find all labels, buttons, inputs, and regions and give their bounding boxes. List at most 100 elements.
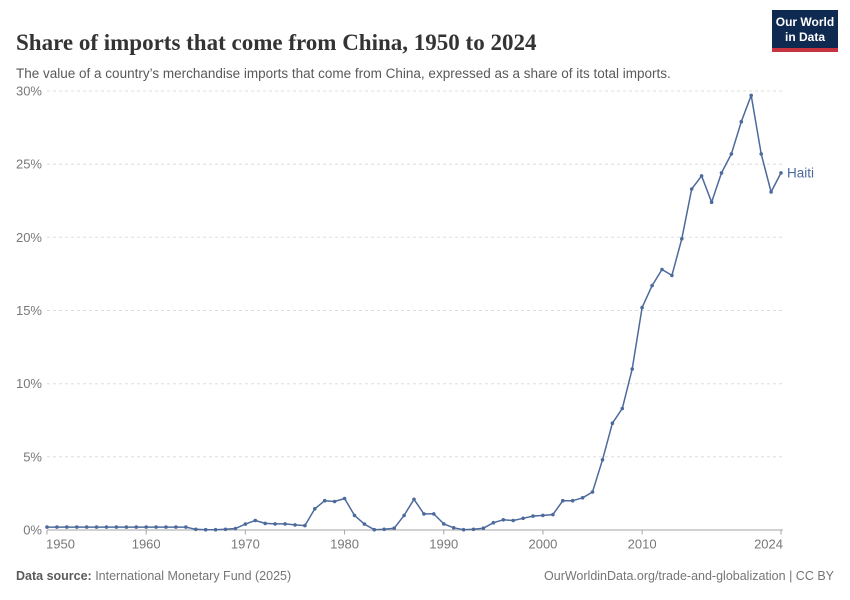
data-source-value: International Monetary Fund (2025) [91, 569, 292, 583]
data-point [134, 525, 139, 529]
data-point [580, 496, 585, 500]
x-tick-label: 1980 [330, 537, 359, 552]
x-axis: 1950 1960 1970 1980 1990 2000 2010 2024 [46, 529, 783, 552]
data-point [303, 523, 307, 528]
data-point [352, 513, 357, 518]
y-tick-label: 10% [16, 376, 42, 391]
data-point [600, 458, 605, 462]
data-point [561, 498, 565, 503]
x-tick-label: 2010 [628, 537, 657, 552]
owid-logo-line2: in Data [784, 29, 825, 44]
series-haiti: Haiti [45, 93, 814, 532]
data-point [362, 522, 367, 526]
data-point [541, 513, 545, 518]
data-point [432, 512, 436, 516]
data-point [243, 522, 248, 526]
data-point [680, 237, 684, 241]
data-point [273, 522, 277, 526]
data-point [442, 522, 446, 526]
data-point [610, 421, 615, 426]
data-point [402, 513, 406, 518]
attribution-separator: | [785, 569, 796, 583]
data-point [332, 499, 337, 504]
data-point [491, 520, 496, 525]
data-point [263, 521, 268, 526]
data-point [689, 187, 694, 191]
y-tick-label: 0% [23, 523, 42, 538]
data-point [709, 200, 714, 204]
data-point [313, 507, 317, 511]
data-point [144, 525, 148, 529]
data-point [620, 406, 625, 411]
data-point [184, 525, 188, 529]
page-title: Share of imports that come from China, 1… [16, 30, 537, 56]
data-source: Data source: International Monetary Fund… [16, 569, 291, 583]
x-tick-label: 1960 [132, 537, 161, 552]
data-point [84, 525, 89, 529]
x-tick-label: 1970 [231, 537, 260, 552]
data-point [342, 496, 347, 501]
data-point [233, 526, 238, 531]
data-point [531, 514, 535, 518]
y-tick-label: 15% [16, 303, 42, 318]
data-point [779, 171, 783, 175]
data-point [154, 525, 158, 529]
data-line [46, 94, 782, 531]
data-point [521, 516, 525, 521]
data-point [451, 526, 456, 530]
gridlines [47, 90, 782, 458]
data-point [660, 267, 664, 272]
owid-logo[interactable]: Our World in Data [772, 10, 838, 52]
data-point [551, 512, 555, 517]
attribution: OurWorldinData.org/trade-and-globalizati… [544, 569, 834, 583]
data-point [481, 526, 486, 530]
x-tick-label: 1950 [46, 537, 75, 552]
data-point [114, 525, 119, 529]
y-tick-label: 30% [16, 84, 42, 99]
data-point [570, 498, 575, 503]
data-source-label: Data source: [16, 569, 92, 583]
data-point [699, 174, 704, 178]
data-point [511, 518, 515, 523]
data-point [412, 497, 416, 502]
data-point [640, 305, 644, 310]
x-tick-label: 2000 [528, 537, 557, 552]
data-point [670, 273, 674, 278]
data-point [213, 527, 218, 532]
data-point [739, 119, 744, 124]
data-point [293, 523, 297, 527]
data-point [382, 527, 387, 532]
data-point [104, 525, 109, 529]
data-point [650, 283, 654, 288]
data-point [75, 525, 79, 529]
chart-footer: Data source: International Monetary Fund… [16, 569, 834, 583]
data-point [630, 367, 634, 371]
license-label: CC BY [795, 569, 834, 583]
owid-url-link[interactable]: OurWorldinData.org/trade-and-globalizati… [544, 569, 786, 583]
y-tick-label: 25% [16, 157, 42, 172]
y-tick-label: 5% [23, 449, 42, 464]
data-point [372, 527, 377, 532]
data-point [194, 527, 198, 532]
owid-logo-text: Our World in Data [772, 10, 838, 48]
data-point [174, 525, 178, 529]
data-point [322, 498, 327, 503]
data-point [55, 525, 59, 529]
data-point [392, 526, 397, 530]
x-tick-label: 2024 [754, 537, 783, 552]
data-point [729, 152, 734, 156]
data-point [65, 525, 69, 529]
owid-logo-line1: Our World [775, 15, 835, 29]
data-point [749, 93, 753, 98]
data-point [94, 525, 99, 529]
data-point [719, 171, 724, 175]
data-point [124, 525, 129, 529]
data-point [203, 527, 208, 532]
data-point [501, 518, 506, 522]
x-tick-label: 1990 [429, 537, 458, 552]
series-end-label: Haiti [787, 165, 814, 180]
data-point [769, 190, 773, 194]
